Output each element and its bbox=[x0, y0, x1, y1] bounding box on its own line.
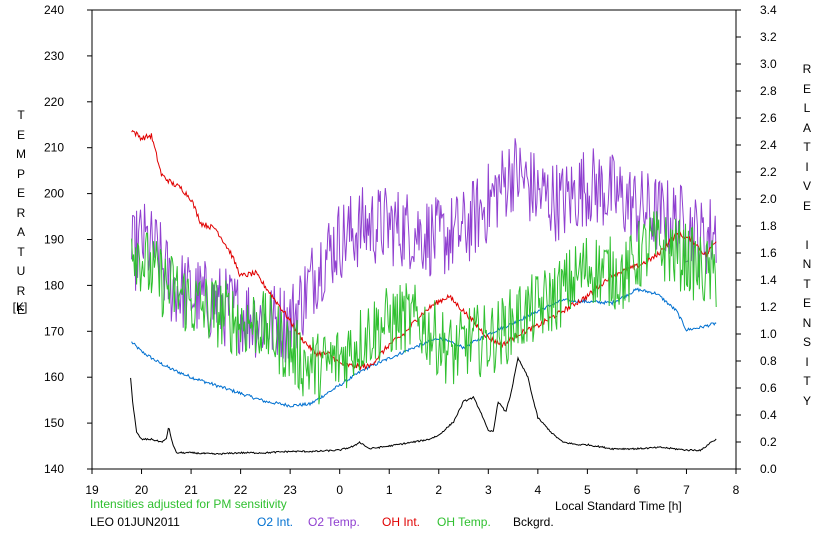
x-tick-label: 5 bbox=[584, 483, 591, 497]
x-tick-label: 7 bbox=[683, 483, 690, 497]
legend-o2-temp: O2 Temp. bbox=[308, 515, 360, 529]
y-tick-label-right: 0.0 bbox=[760, 462, 777, 476]
y-tick-label-right: 2.4 bbox=[760, 138, 777, 152]
x-tick-label: 3 bbox=[485, 483, 492, 497]
y-tick-label-right: 1.2 bbox=[760, 300, 777, 314]
y-tick-label-right: 2.0 bbox=[760, 192, 777, 206]
y-tick-label-left: 220 bbox=[44, 95, 64, 109]
x-tick-label: 4 bbox=[535, 483, 542, 497]
y-tick-label-left: 240 bbox=[44, 3, 64, 17]
x-tick-label: 0 bbox=[336, 483, 343, 497]
y-tick-label-left: 180 bbox=[44, 278, 64, 292]
y-tick-label-left: 150 bbox=[44, 416, 64, 430]
y-tick-label-right: 0.4 bbox=[760, 408, 777, 422]
y-tick-label-right: 3.4 bbox=[760, 3, 777, 17]
legend-bckgrd: Bckgrd. bbox=[513, 515, 554, 529]
x-tick-label: 1 bbox=[386, 483, 393, 497]
x-tick-label: 20 bbox=[135, 483, 149, 497]
y-tick-label-right: 3.0 bbox=[760, 57, 777, 71]
y-tick-label-left: 200 bbox=[44, 187, 64, 201]
y-tick-label-right: 1.8 bbox=[760, 219, 777, 233]
x-tick-label: 6 bbox=[634, 483, 641, 497]
y-tick-label-right: 3.2 bbox=[760, 30, 777, 44]
series-line-4 bbox=[130, 355, 717, 456]
y-tick-label-right: 1.6 bbox=[760, 246, 777, 260]
x-tick-label: 19 bbox=[85, 483, 99, 497]
y-tick-label-right: 2.2 bbox=[760, 165, 777, 179]
y-tick-label-left: 170 bbox=[44, 324, 64, 338]
x-tick-label: 22 bbox=[234, 483, 248, 497]
series-line-3 bbox=[131, 211, 717, 405]
y-tick-label-right: 1.0 bbox=[760, 327, 777, 341]
legend-oh-int: OH Int. bbox=[382, 515, 421, 529]
x-axis-label: Local Standard Time [h] bbox=[555, 499, 682, 513]
legend-oh-temp: OH Temp. bbox=[437, 515, 491, 529]
y-axis-unit-left: [K] bbox=[12, 300, 28, 314]
y-tick-label-right: 1.4 bbox=[760, 273, 777, 287]
x-tick-label: 8 bbox=[733, 483, 740, 497]
x-tick-label: 23 bbox=[283, 483, 297, 497]
y-tick-label-left: 190 bbox=[44, 233, 64, 247]
y-tick-label-left: 210 bbox=[44, 141, 64, 155]
y-tick-label-right: 0.2 bbox=[760, 435, 777, 449]
station-label: LEO 01JUN2011 bbox=[90, 515, 180, 529]
y-tick-label-right: 2.6 bbox=[760, 111, 777, 125]
note-text: Intensities adjusted for PM sensitivity bbox=[90, 497, 287, 511]
x-tick-label: 2 bbox=[435, 483, 442, 497]
y-tick-label-left: 140 bbox=[44, 462, 64, 476]
x-tick-label: 21 bbox=[184, 483, 198, 497]
ticks-layer: 1401501601701801902002102202302400.00.20… bbox=[44, 3, 777, 497]
y-tick-label-right: 0.6 bbox=[760, 381, 777, 395]
series-line-2 bbox=[131, 129, 717, 371]
y-tick-label-right: 2.8 bbox=[760, 84, 777, 98]
plot-area bbox=[91, 9, 737, 470]
series-layer bbox=[130, 129, 717, 456]
y-tick-label-right: 0.8 bbox=[760, 354, 777, 368]
y-tick-label-left: 230 bbox=[44, 49, 64, 63]
legend-o2-int: O2 Int. bbox=[257, 515, 294, 529]
y-tick-label-left: 160 bbox=[44, 370, 64, 384]
